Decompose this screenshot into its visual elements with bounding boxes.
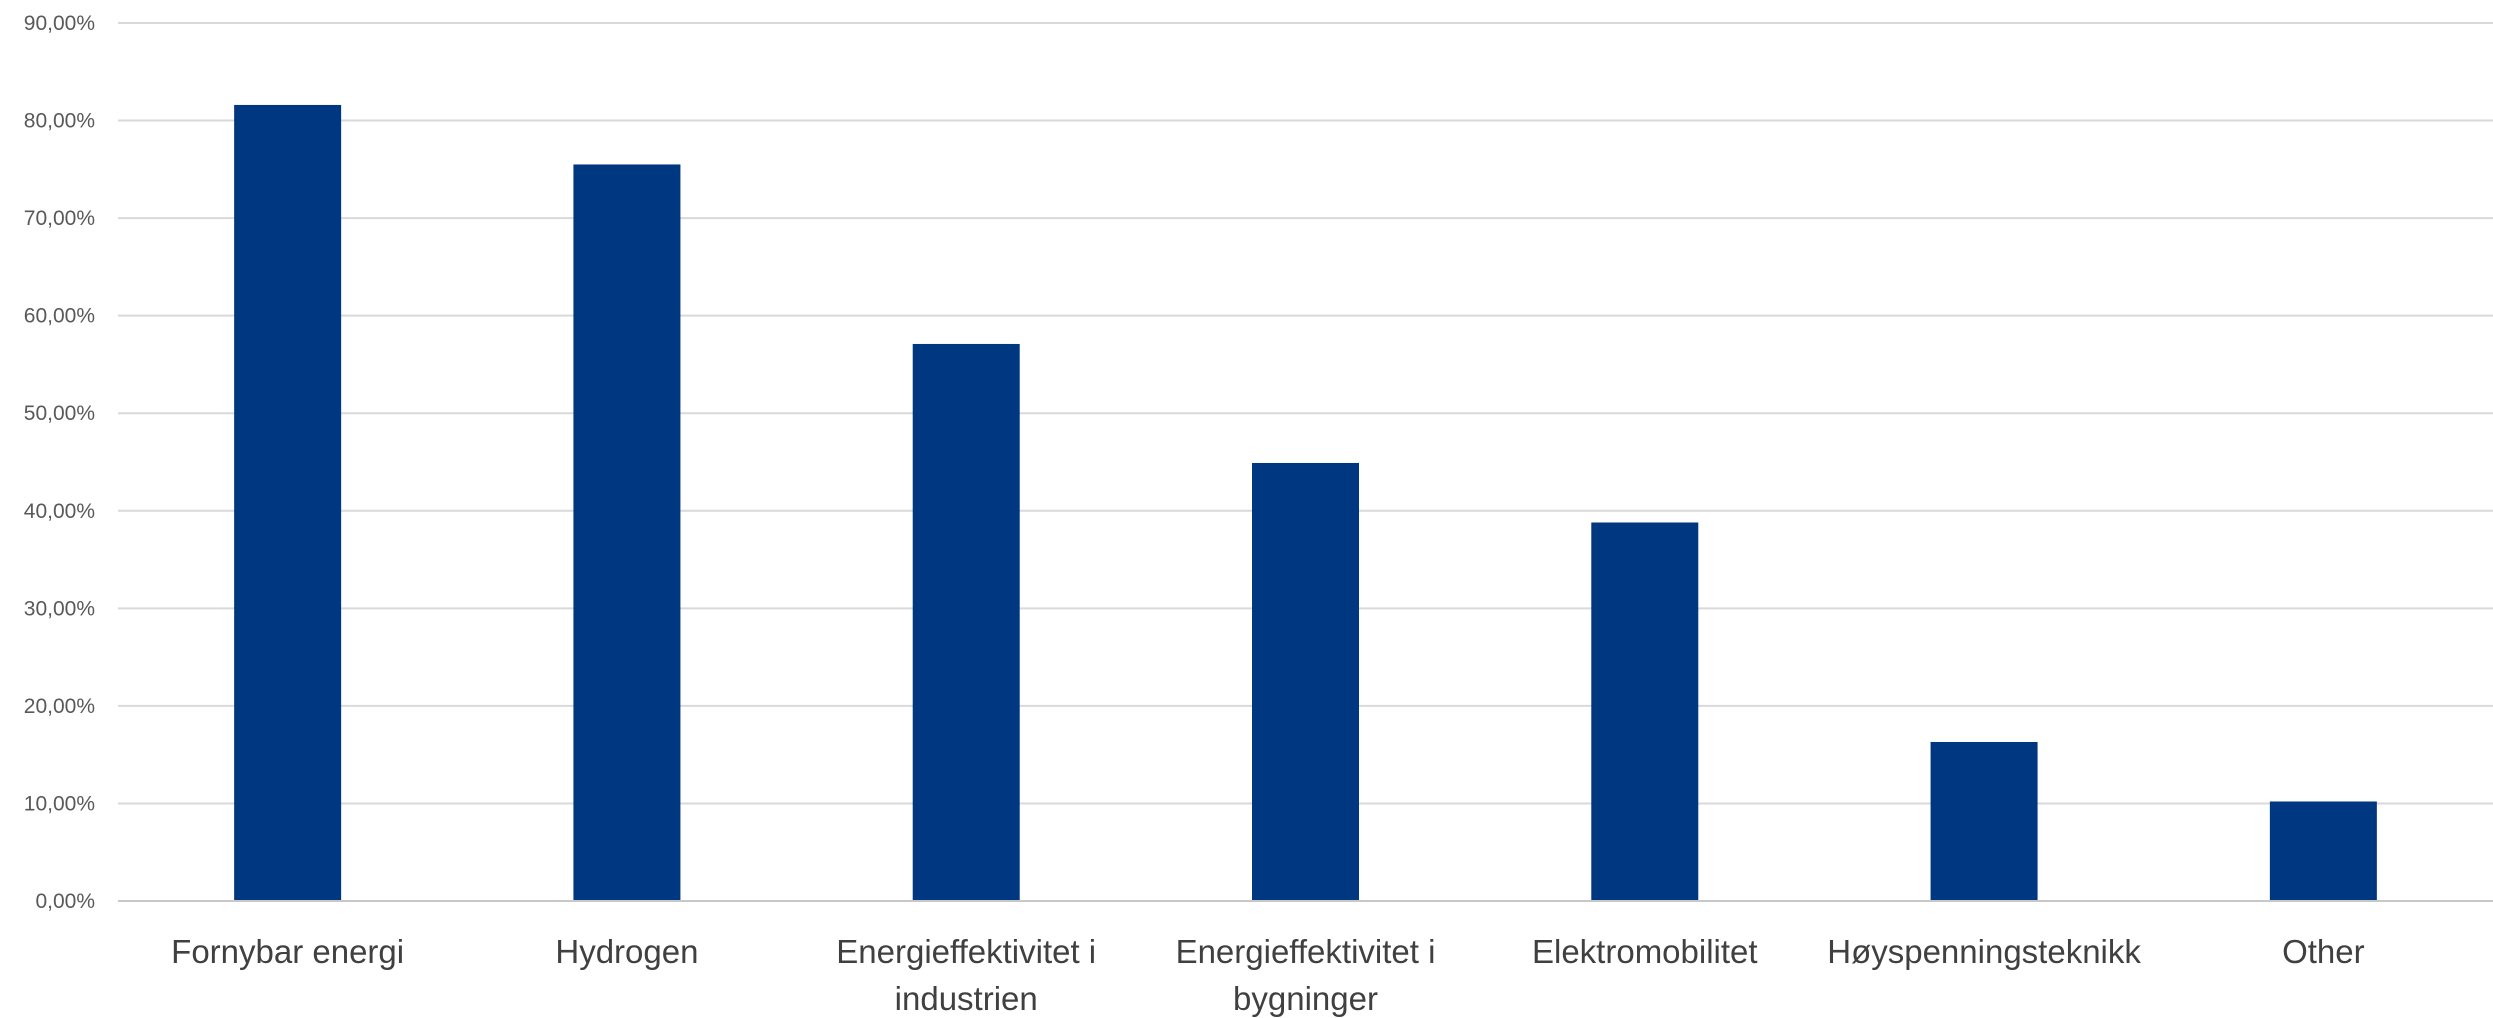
category-label-4-line-0: Elektromobilitet bbox=[1532, 933, 1758, 970]
y-tick-label-1: 10,00% bbox=[24, 792, 95, 815]
category-label-3-line-0: Energieffektivitet i bbox=[1176, 933, 1436, 970]
category-label-1: Hydrogen bbox=[555, 933, 698, 970]
category-label-2-line-0: Energieffektivitet i bbox=[836, 933, 1096, 970]
y-tick-label-5: 50,00% bbox=[24, 402, 95, 425]
y-tick-label-9: 90,00% bbox=[24, 12, 95, 35]
y-tick-label-4: 40,00% bbox=[24, 500, 95, 523]
category-label-3: Energieffektivitet i bygninger bbox=[1176, 933, 1436, 1017]
bar-6 bbox=[2269, 801, 2377, 901]
x-axis-category-labels: Fornybar energi Hydrogen Energieffektivite… bbox=[171, 933, 2364, 1017]
bars bbox=[234, 104, 2377, 902]
bar-1 bbox=[573, 164, 681, 901]
category-label-6-line-0: Other bbox=[2282, 933, 2365, 970]
y-tick-label-2: 20,00% bbox=[24, 695, 95, 718]
category-label-3-line-1: bygninger bbox=[1233, 980, 1378, 1017]
category-label-0: Fornybar energi bbox=[171, 933, 404, 970]
bar-0 bbox=[234, 104, 342, 902]
y-tick-label-3: 30,00% bbox=[24, 597, 95, 620]
category-label-4: Elektromobilitet bbox=[1532, 933, 1758, 970]
category-label-0-line-0: Fornybar energi bbox=[171, 933, 404, 970]
category-label-1-line-0: Hydrogen bbox=[555, 933, 698, 970]
bar-3 bbox=[1252, 462, 1359, 901]
y-tick-label-6: 60,00% bbox=[24, 305, 95, 328]
category-label-5-line-0: Høyspenningsteknikk bbox=[1827, 933, 2141, 970]
category-label-2-line-1: industrien bbox=[895, 980, 1038, 1017]
category-label-2: Energieffektivitet i industrien bbox=[836, 933, 1096, 1017]
category-label-6: Other bbox=[2282, 933, 2365, 970]
y-tick-label-8: 80,00% bbox=[24, 110, 95, 133]
y-axis-tick-labels: 0,00% 10,00% 20,00% 30,00% 40,00% 50,00% 60,00… bbox=[24, 12, 95, 913]
gridlines bbox=[118, 22, 2493, 805]
bar-5 bbox=[1930, 741, 2038, 901]
category-label-5: Høyspenningsteknikk bbox=[1827, 933, 2141, 970]
y-tick-label-7: 70,00% bbox=[24, 207, 95, 230]
bar-2 bbox=[912, 343, 1020, 901]
y-tick-label-0: 0,00% bbox=[35, 890, 95, 913]
bar-4 bbox=[1591, 522, 1699, 901]
